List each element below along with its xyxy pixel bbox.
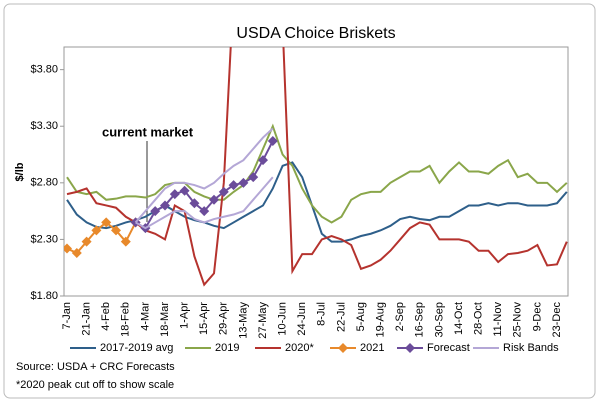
series-line xyxy=(135,176,274,230)
chart-title: USDA Choice Briskets xyxy=(236,25,395,42)
x-tick-label: 22-Jul xyxy=(335,302,347,332)
x-tick-label: 21-Jan xyxy=(81,302,93,336)
point-marker xyxy=(111,225,121,236)
x-tick-label: 18-Mar xyxy=(159,302,171,337)
x-tick-label: 13-May xyxy=(237,302,249,339)
y-tick-label: $3.30 xyxy=(30,120,58,132)
point-marker xyxy=(71,247,82,258)
legend-label: 2021 xyxy=(360,342,384,354)
x-tick-label: 30-Sep xyxy=(433,302,445,337)
x-tick-label: 24-Jun xyxy=(296,302,308,336)
point-marker xyxy=(120,236,131,247)
point-marker xyxy=(238,177,249,188)
point-marker xyxy=(91,225,102,236)
x-tick-label: 7-Jan xyxy=(61,302,73,330)
x-tick-label: 4-Mar xyxy=(139,302,151,331)
frame xyxy=(3,3,596,399)
legend-marker xyxy=(405,343,415,353)
source-note: Source: USDA + CRC Forecasts xyxy=(16,361,175,373)
x-tick-label: 19-Aug xyxy=(375,302,387,337)
legend-label: 2019 xyxy=(215,342,239,354)
point-marker xyxy=(209,194,219,205)
x-tick-label: 28-Oct xyxy=(473,302,485,335)
point-marker xyxy=(218,186,229,197)
x-tick-label: 11-Nov xyxy=(492,302,504,337)
point-marker xyxy=(179,185,190,196)
x-tick-label: 15-Apr xyxy=(198,302,210,335)
x-tick-label: 2-Sep xyxy=(394,302,406,331)
legend-label: 2017-2019 avg xyxy=(100,342,173,354)
x-tick-label: 10-Jun xyxy=(277,302,289,336)
point-marker xyxy=(267,135,278,146)
series-line xyxy=(134,127,274,224)
x-tick-label: 18-Feb xyxy=(120,302,132,337)
x-tick-label: 27-May xyxy=(257,302,269,339)
y-tick-label: $3.80 xyxy=(30,64,58,76)
y-tick-label: $2.80 xyxy=(30,177,58,189)
y-axis-label: $/lb xyxy=(14,162,26,181)
x-tick-label: 8-Jul xyxy=(316,302,328,326)
series-line xyxy=(66,123,568,224)
point-marker xyxy=(101,217,112,228)
point-marker xyxy=(199,206,210,217)
point-marker xyxy=(150,206,161,217)
point-marker xyxy=(228,180,239,191)
footnote: *2020 peak cut off to show scale xyxy=(16,379,174,391)
plot-lines xyxy=(64,47,568,287)
y-tick-label: $2.30 xyxy=(30,233,58,245)
point-marker xyxy=(64,243,72,254)
point-marker xyxy=(258,155,268,166)
x-tick-label: 29-Apr xyxy=(218,302,230,335)
x-tick-label: 5-Aug xyxy=(355,302,367,331)
legend-label: 2020* xyxy=(285,342,314,354)
x-tick-label: 23-Dec xyxy=(551,302,563,338)
point-marker xyxy=(248,172,259,183)
y-tick-label: $1.80 xyxy=(30,290,58,302)
point-marker xyxy=(81,236,92,247)
legend-label: Risk Bands xyxy=(503,342,559,354)
point-marker xyxy=(189,198,200,209)
legend-label: Forecast xyxy=(427,342,470,354)
x-tick-label: 14-Oct xyxy=(453,302,465,335)
x-tick-label: 1-Apr xyxy=(179,302,191,329)
x-tick-label: 9-Dec xyxy=(531,302,543,332)
legend-marker xyxy=(338,343,348,353)
series-line xyxy=(66,47,568,287)
x-tick-label: 16-Sep xyxy=(414,302,426,337)
x-tick-label: 4-Feb xyxy=(100,302,112,331)
point-marker xyxy=(160,200,170,211)
point-marker xyxy=(169,189,180,200)
series-line xyxy=(66,161,568,243)
plot-area xyxy=(63,46,569,297)
annotation: current market xyxy=(102,124,194,139)
x-tick-label: 25-Nov xyxy=(512,302,524,338)
